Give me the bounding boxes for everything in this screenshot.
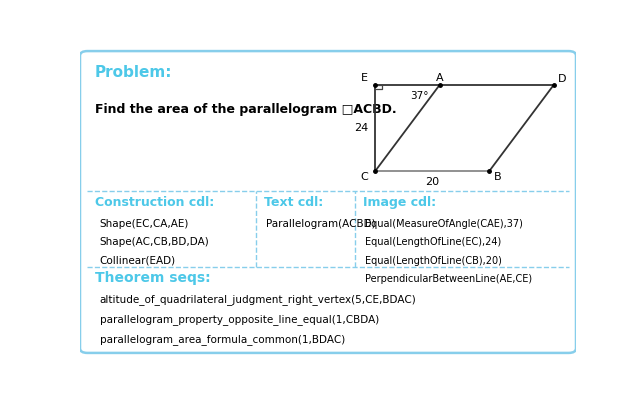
- Text: Text cdl:: Text cdl:: [264, 196, 323, 209]
- Text: 37°: 37°: [410, 91, 429, 101]
- Text: A: A: [436, 73, 444, 83]
- Text: Problem:: Problem:: [95, 65, 172, 80]
- Text: E: E: [361, 73, 368, 83]
- Text: Shape(EC,CA,AE): Shape(EC,CA,AE): [100, 219, 189, 229]
- Text: Collinear(EAD): Collinear(EAD): [100, 256, 176, 266]
- Text: 20: 20: [425, 177, 439, 187]
- Text: Parallelogram(ACBD): Parallelogram(ACBD): [266, 219, 376, 229]
- Text: Equal(LengthOfLine(CB),20): Equal(LengthOfLine(CB),20): [365, 256, 502, 266]
- Text: Construction cdl:: Construction cdl:: [95, 196, 214, 209]
- Text: Equal(LengthOfLine(EC),24): Equal(LengthOfLine(EC),24): [365, 238, 502, 248]
- Text: Image cdl:: Image cdl:: [363, 196, 436, 209]
- Text: C: C: [360, 172, 368, 182]
- Text: B: B: [494, 172, 502, 182]
- Text: D: D: [558, 74, 567, 84]
- Text: Find the area of the parallelogram □ACBD.: Find the area of the parallelogram □ACBD…: [95, 104, 397, 116]
- Text: altitude_of_quadrilateral_judgment_right_vertex(5,CE,BDAC): altitude_of_quadrilateral_judgment_right…: [100, 294, 417, 305]
- Text: parallelogram_area_formula_common(1,BDAC): parallelogram_area_formula_common(1,BDAC…: [100, 334, 345, 345]
- Text: Theorem seqs:: Theorem seqs:: [95, 271, 211, 285]
- Text: PerpendicularBetweenLine(AE,CE): PerpendicularBetweenLine(AE,CE): [365, 274, 532, 284]
- Text: Equal(MeasureOfAngle(CAE),37): Equal(MeasureOfAngle(CAE),37): [365, 219, 523, 229]
- FancyBboxPatch shape: [80, 51, 576, 353]
- Text: Shape(AC,CB,BD,DA): Shape(AC,CB,BD,DA): [100, 238, 209, 248]
- Text: 24: 24: [354, 123, 369, 133]
- Text: parallelogram_property_opposite_line_equal(1,CBDA): parallelogram_property_opposite_line_equ…: [100, 314, 379, 325]
